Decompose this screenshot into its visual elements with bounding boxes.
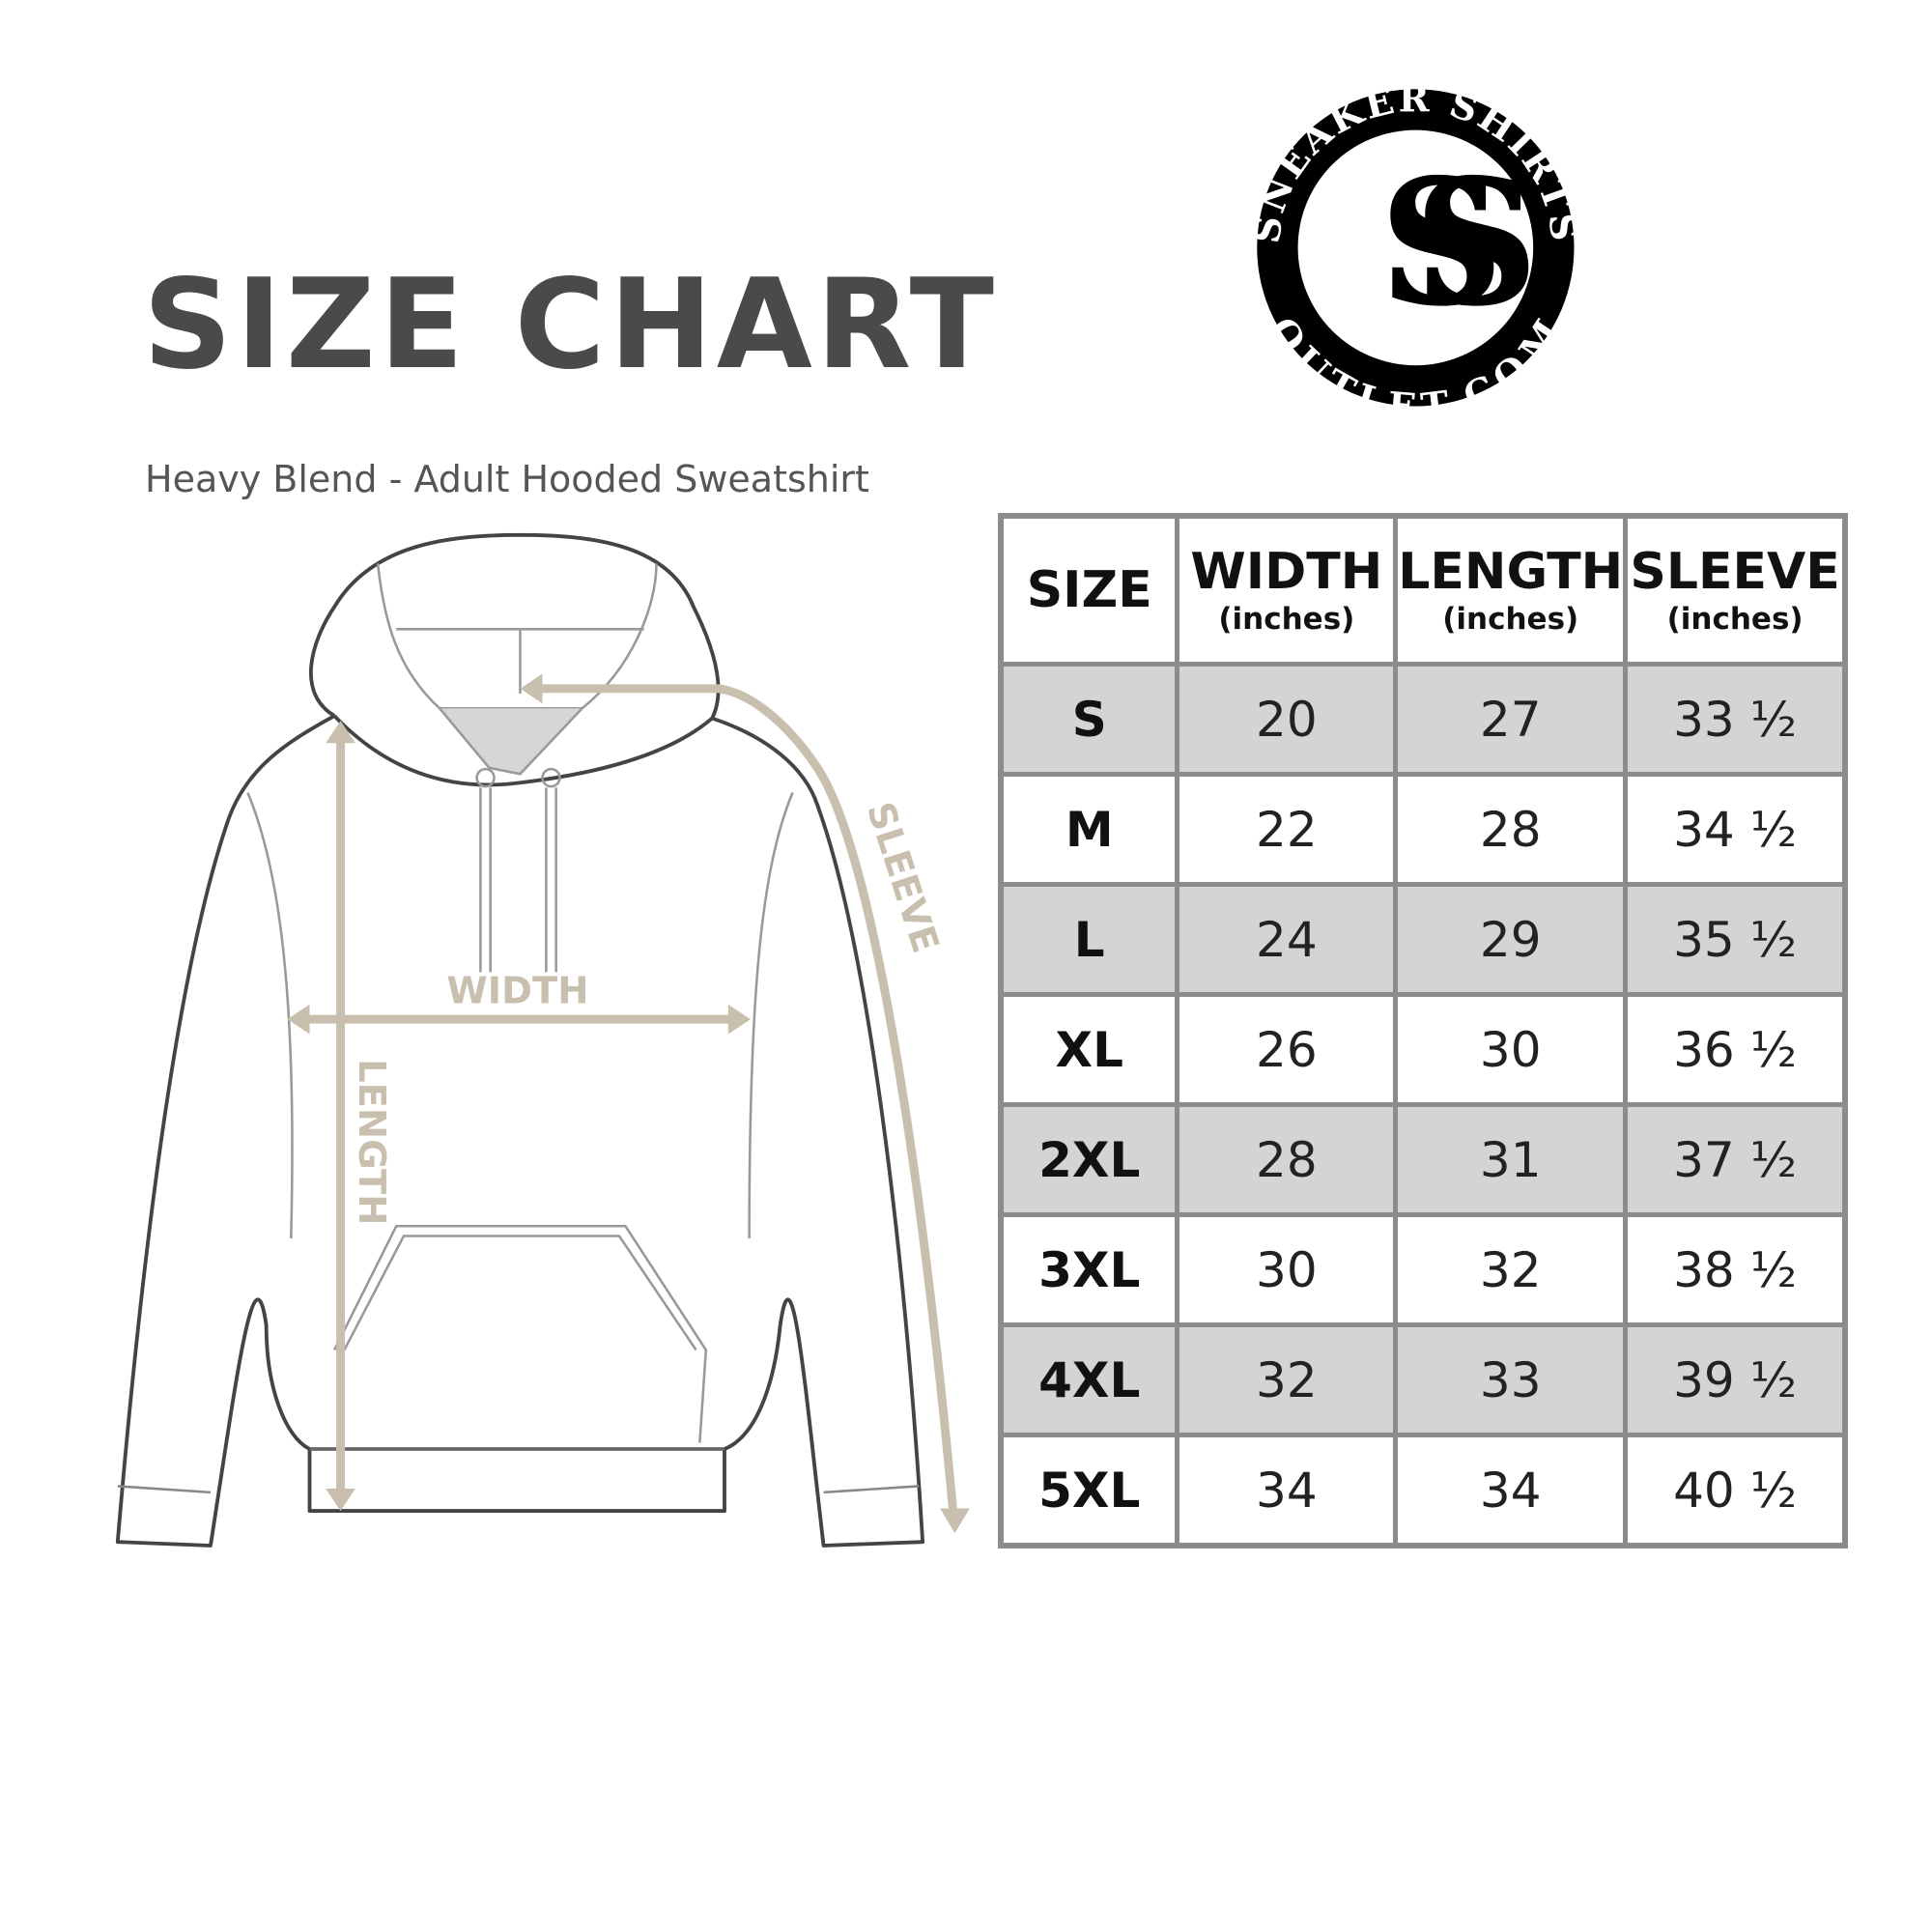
cell-length: 30 [1393, 992, 1629, 1107]
table-row: 2XL 28 31 37 ½ [998, 1102, 1848, 1217]
cell-width: 30 [1175, 1212, 1399, 1327]
table-row: S 20 27 33 ½ [998, 662, 1848, 777]
cell-length: 29 [1393, 882, 1629, 997]
cell-width: 20 [1175, 662, 1399, 777]
product-subtitle: Heavy Blend - Adult Hooded Sweatshirt [145, 458, 869, 500]
cell-size: 4XL [998, 1322, 1180, 1437]
table-row: 5XL 34 34 40 ½ [998, 1433, 1848, 1548]
width-label: WIDTH [446, 969, 588, 1012]
hoodie-details [246, 563, 794, 1443]
page-title: SIZE CHART [143, 253, 998, 397]
cell-width: 24 [1175, 882, 1399, 997]
table-row: M 22 28 34 ½ [998, 772, 1848, 887]
hoodie-outline [115, 532, 925, 1548]
table-row: 4XL 32 33 39 ½ [998, 1322, 1848, 1437]
cell-sleeve: 33 ½ [1623, 662, 1848, 777]
sleeve-arrow [532, 684, 958, 1518]
cell-sleeve: 34 ½ [1623, 772, 1848, 887]
cell-width: 34 [1175, 1433, 1399, 1548]
cell-length: 32 [1393, 1212, 1629, 1327]
cell-sleeve: 38 ½ [1623, 1212, 1848, 1327]
measurement-arrows [287, 673, 970, 1534]
cell-size: S [998, 662, 1180, 777]
length-label: LENGTH [350, 1059, 393, 1225]
cell-width: 26 [1175, 992, 1399, 1107]
cell-size: XL [998, 992, 1180, 1107]
cell-width: 22 [1175, 772, 1399, 887]
cell-size: L [998, 882, 1180, 997]
header-sleeve: SLEEVE (inches) [1623, 513, 1848, 667]
table-row: 3XL 30 32 38 ½ [998, 1212, 1848, 1327]
header-length: LENGTH (inches) [1393, 513, 1629, 667]
cell-sleeve: 39 ½ [1623, 1322, 1848, 1437]
table-header-row: SIZE WIDTH (inches) LENGTH (inches) SLEEVE… [998, 513, 1848, 667]
cell-sleeve: 35 ½ [1623, 882, 1848, 997]
brand-logo: SNEAKER SHIRTS OUTLET.COM SS [1245, 77, 1615, 430]
cell-length: 28 [1393, 772, 1629, 887]
cell-sleeve: 37 ½ [1623, 1102, 1848, 1217]
cell-sleeve: 40 ½ [1623, 1433, 1848, 1548]
cell-sleeve: 36 ½ [1623, 992, 1848, 1107]
cell-width: 28 [1175, 1102, 1399, 1217]
cell-size: M [998, 772, 1180, 887]
header-size: SIZE [998, 513, 1180, 667]
table-row: L 24 29 35 ½ [998, 882, 1848, 997]
cell-size: 3XL [998, 1212, 1180, 1327]
cell-length: 27 [1393, 662, 1629, 777]
cell-length: 34 [1393, 1433, 1629, 1548]
table-row: XL 26 30 36 ½ [998, 992, 1848, 1107]
cell-size: 2XL [998, 1102, 1180, 1217]
header-width: WIDTH (inches) [1175, 513, 1399, 667]
cell-length: 33 [1393, 1322, 1629, 1437]
cell-width: 32 [1175, 1322, 1399, 1437]
cell-size: 5XL [998, 1433, 1180, 1548]
cell-length: 31 [1393, 1102, 1629, 1217]
size-table: SIZE WIDTH (inches) LENGTH (inches) SLEEVE… [998, 513, 1848, 1548]
